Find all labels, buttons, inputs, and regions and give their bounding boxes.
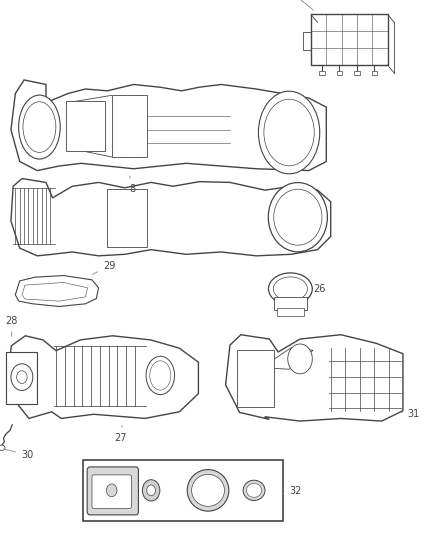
Polygon shape: [15, 276, 99, 306]
Ellipse shape: [191, 474, 224, 506]
Polygon shape: [8, 336, 198, 418]
Ellipse shape: [23, 102, 56, 152]
Ellipse shape: [146, 356, 175, 394]
Bar: [83, 460, 283, 521]
Bar: [274, 297, 307, 310]
Text: 8: 8: [129, 176, 135, 194]
Bar: [112, 95, 147, 157]
Bar: [319, 71, 325, 75]
Text: 32: 32: [283, 486, 301, 496]
Text: 26: 26: [313, 284, 325, 294]
Bar: [354, 71, 360, 75]
Ellipse shape: [246, 483, 262, 497]
Bar: [277, 308, 304, 316]
Text: 30: 30: [5, 449, 33, 460]
Ellipse shape: [243, 480, 265, 500]
Text: 28: 28: [6, 316, 18, 336]
Ellipse shape: [258, 91, 320, 174]
Ellipse shape: [273, 277, 307, 301]
Text: 1: 1: [287, 0, 313, 10]
Ellipse shape: [187, 470, 229, 511]
Bar: [303, 32, 311, 50]
Circle shape: [17, 371, 27, 384]
Bar: [107, 189, 147, 247]
Polygon shape: [226, 335, 403, 421]
Circle shape: [147, 485, 155, 496]
Polygon shape: [11, 179, 331, 256]
Ellipse shape: [150, 361, 171, 390]
Circle shape: [142, 480, 160, 501]
Polygon shape: [261, 348, 313, 369]
FancyBboxPatch shape: [92, 475, 131, 508]
Bar: [237, 350, 274, 407]
Bar: [66, 101, 105, 151]
Polygon shape: [11, 80, 326, 171]
Ellipse shape: [268, 273, 312, 305]
Text: 29: 29: [92, 261, 115, 274]
Text: 31: 31: [401, 409, 420, 419]
Ellipse shape: [264, 99, 314, 166]
Circle shape: [106, 484, 117, 497]
Ellipse shape: [274, 189, 322, 245]
Bar: [6, 352, 37, 403]
FancyBboxPatch shape: [87, 467, 138, 515]
Ellipse shape: [268, 182, 328, 252]
Ellipse shape: [18, 95, 60, 159]
Circle shape: [288, 344, 312, 374]
Bar: [337, 71, 342, 75]
Bar: [372, 71, 377, 75]
Polygon shape: [311, 14, 388, 65]
Circle shape: [11, 364, 33, 390]
Text: 27: 27: [115, 425, 127, 443]
Ellipse shape: [0, 445, 5, 450]
